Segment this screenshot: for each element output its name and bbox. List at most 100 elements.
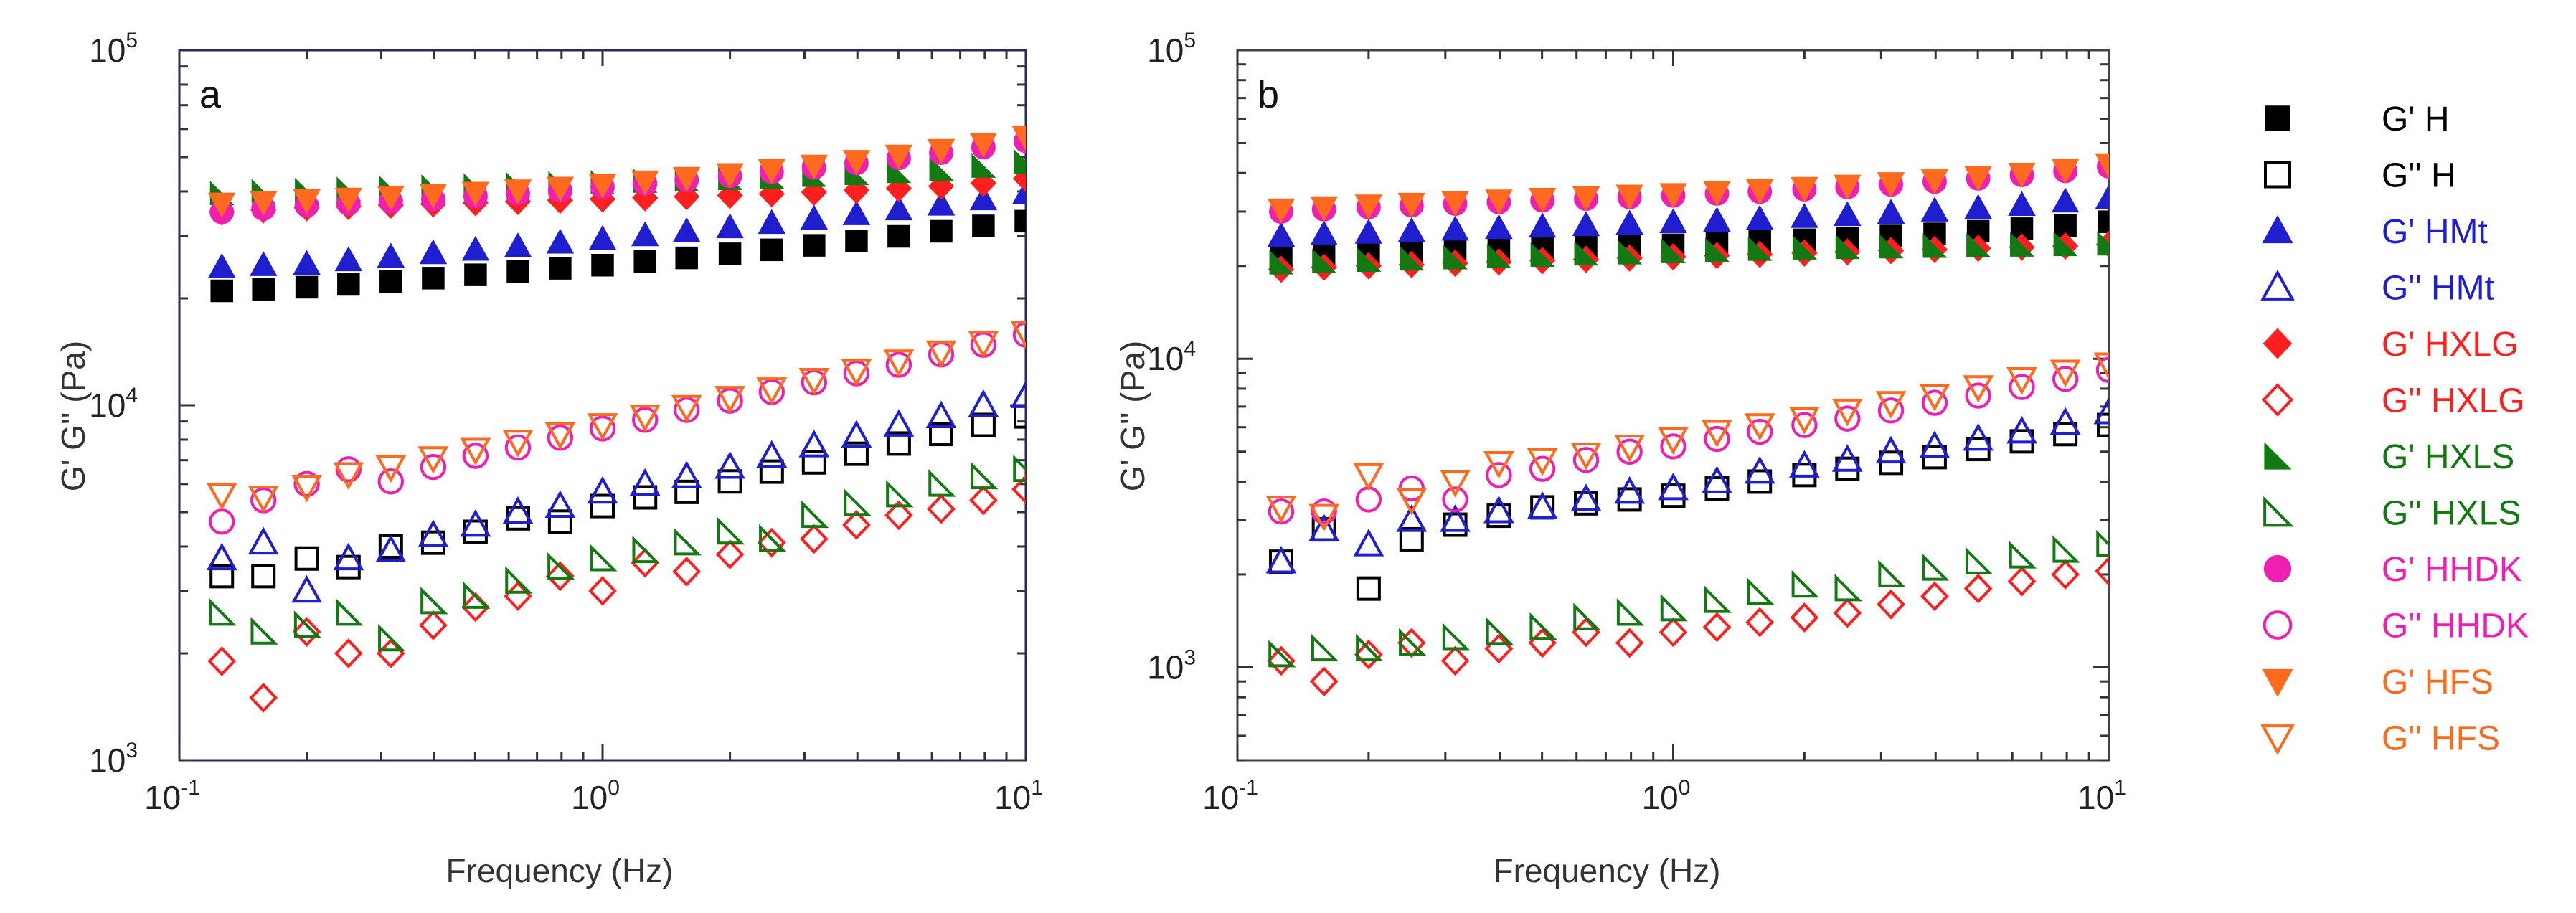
data-point [1267,645,1296,676]
legend-item: G'' HXLS [2263,495,2521,533]
data-point [756,440,788,468]
data-point [1704,425,1730,453]
data-point [672,166,701,192]
data-point [842,510,871,540]
data-point [1704,237,1730,262]
data-point [1922,233,1948,258]
data-point [591,253,614,277]
data-point [1527,491,1558,519]
data-point [1312,248,1337,273]
data-point [293,189,321,214]
data-point [633,485,658,510]
legend-label: G'' H [2382,157,2456,195]
data-point [336,598,364,626]
series-g-hmt-b [1265,396,2109,574]
data-point [2093,352,2109,380]
data-point [629,405,661,432]
data-point [675,246,698,270]
data-point [377,185,405,211]
data-point [1399,628,1427,656]
data-point [2006,367,2037,395]
data-point [2051,559,2080,590]
data-point [293,470,320,498]
data-point [1791,569,1819,598]
data-point [590,544,618,572]
series-g-hfs-a [207,126,1026,218]
data-point [1572,186,1600,212]
data-point [1574,241,1599,266]
legend-marker [2263,328,2293,359]
data-point [756,377,788,405]
data-point [461,235,490,261]
data-point [206,542,237,571]
data-point [2095,556,2109,587]
data-point [969,185,998,211]
series-g-hfs-a [206,321,1026,514]
data-point [1745,204,1774,230]
data-point [1483,496,1514,524]
data-point [927,493,956,524]
data-point [1616,598,1645,626]
data-point [1702,612,1732,643]
x-tick-label-b: 100 [1642,776,1691,816]
legend-label: G'' HFS [2382,720,2500,758]
data-point [2008,162,2036,188]
legend-marker [2265,105,2290,131]
data-point [1745,607,1775,638]
data-point [1703,181,1731,207]
data-point [1570,443,1602,470]
data-point [929,422,954,447]
data-point [251,564,276,589]
y-tick-label-b: 105 [1147,29,1196,69]
data-point [1400,246,1425,271]
data-point [292,617,321,647]
data-point [379,270,402,293]
data-point [844,488,872,516]
data-point [1573,602,1601,630]
data-point [928,172,955,200]
data-point [714,386,746,414]
data-point [800,154,829,180]
y-tick-label-a: 103 [89,739,138,779]
data-point [633,250,656,273]
legend-item: G' HXLG [2263,326,2519,364]
data-point [1354,194,1383,219]
data-point [461,181,490,207]
data-point [1353,463,1384,491]
data-point [971,153,996,178]
data-point [2009,374,2035,400]
data-point [547,552,575,580]
data-point [1356,576,1381,601]
data-point [293,610,322,638]
legend-label: G'' HXLG [2382,382,2525,420]
legend-item: G'' HHDK [2263,607,2529,645]
data-point [1441,191,1469,217]
data-point [1614,435,1646,463]
legend-label: G' HHDK [2382,551,2522,589]
data-point [377,242,405,268]
data-point [1269,250,1294,275]
data-point [717,181,743,209]
data-point [2009,541,2037,569]
data-point [927,190,956,216]
data-point [886,480,914,508]
data-point [544,490,576,518]
data-point [759,524,787,552]
data-point [375,534,407,562]
data-point [845,230,868,252]
data-point [842,200,871,225]
x-tick-label-a: 101 [994,776,1043,816]
data-point [1919,384,1950,412]
data-point [1746,418,1773,445]
data-point [968,331,999,359]
data-points-b [1265,153,2109,697]
data-point [1921,389,1948,416]
data-point [716,163,744,189]
data-point [249,191,278,216]
data-point [2051,187,2080,213]
data-point [1354,639,1383,670]
data-point [1877,199,1905,224]
data-point [1877,397,1905,424]
data-point [969,132,998,158]
data-point [590,493,615,519]
